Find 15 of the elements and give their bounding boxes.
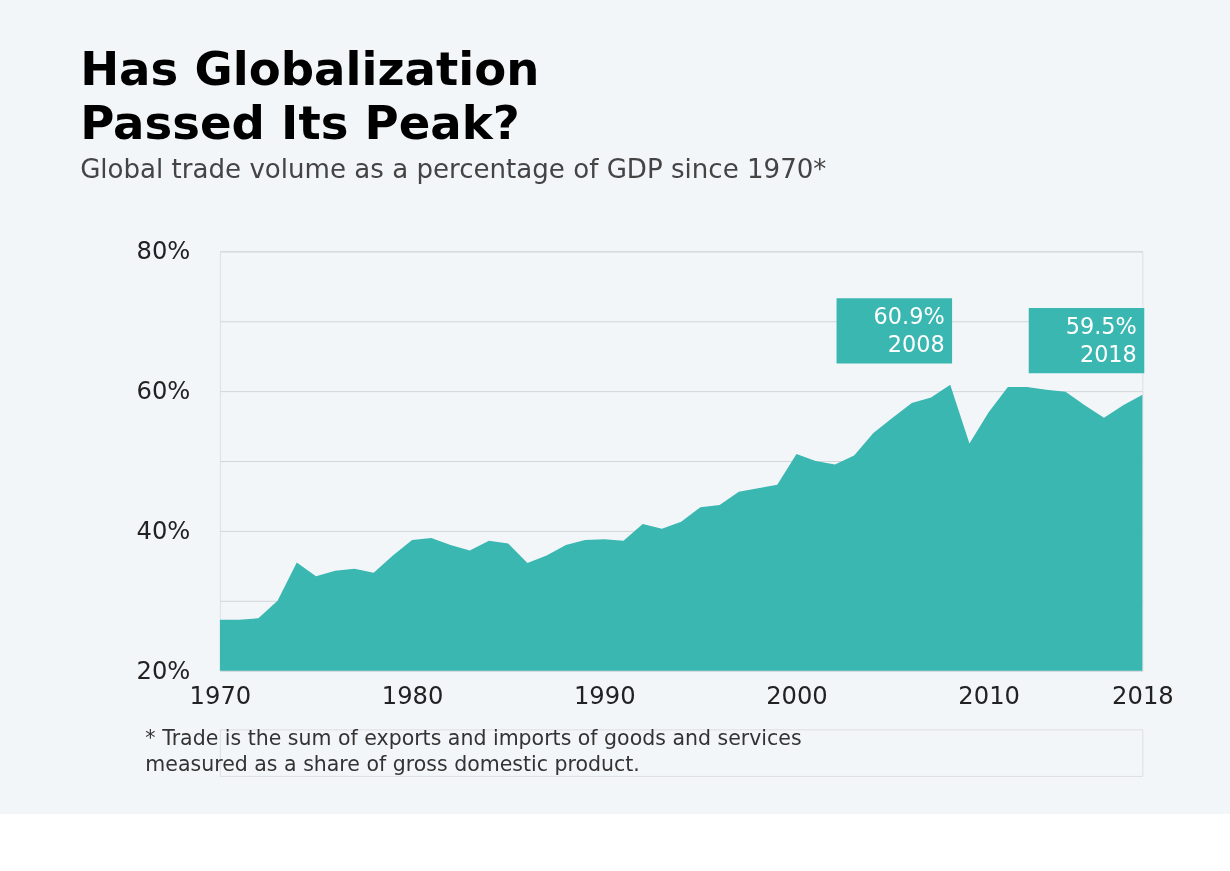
x-tick-label: 2010 — [958, 681, 1020, 710]
y-tick-label: 80% — [136, 237, 191, 266]
x-tick-label: 2000 — [766, 681, 828, 710]
x-tick-label: 1990 — [573, 681, 636, 710]
chart-title: Has Globalization Passed Its Peak? — [80, 41, 540, 150]
chart-subtitle: Global trade volume as a percentage of GDP since 1970* — [80, 153, 827, 184]
text: * Trade is the sum of exports and imports of goods and services measured as a share of gross domestic product. — [145, 726, 802, 777]
x-tick-label: 2018 — [1112, 681, 1174, 710]
annotation: 60.9% 2008 — [873, 303, 945, 358]
x-tick-label: 1970 — [189, 681, 252, 710]
annotation: 59.5% 2018 — [1065, 313, 1137, 368]
y-tick-label: 60% — [136, 377, 191, 406]
y-tick-label: 40% — [136, 516, 191, 545]
x-tick-label: 1980 — [381, 681, 444, 710]
y-tick-label: 20% — [136, 656, 191, 685]
